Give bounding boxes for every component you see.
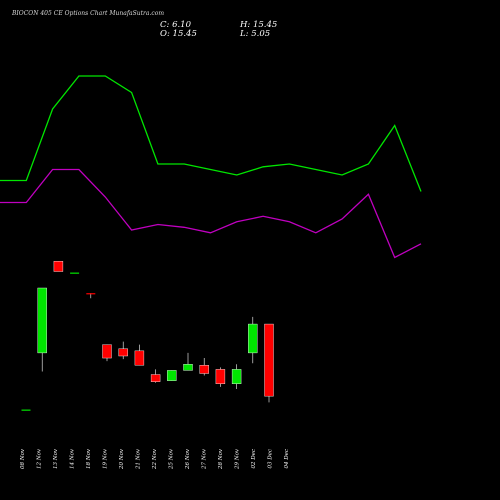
low-value: L: 5.05 [239, 29, 270, 39]
candle-body [118, 348, 128, 357]
candle-body [215, 369, 226, 385]
x-tick-label: 22 Nov [152, 448, 158, 470]
open-value: O: 15.45 [160, 29, 197, 39]
candle [102, 344, 112, 362]
x-tick-label: 27 Nov [202, 448, 208, 470]
candle-body [21, 409, 31, 411]
candle-body [231, 369, 242, 385]
candle [231, 364, 242, 389]
x-tick-label: 08 Nov [20, 448, 26, 469]
x-tick-label: 28 Nov [218, 448, 224, 470]
x-tick-label: 18 Nov [86, 448, 92, 469]
chart-title: BIOCON 405 CE Options Chart MunafaSutra.… [11, 10, 164, 17]
candlesticks [21, 261, 274, 411]
candle [215, 367, 226, 387]
candle-body [183, 364, 193, 371]
candle-body [199, 365, 209, 374]
candle [167, 370, 177, 381]
candle [37, 287, 47, 372]
close-value: C: 6.10 [160, 20, 192, 30]
candle-body [86, 293, 96, 295]
candle [199, 358, 209, 376]
candle [70, 272, 80, 274]
candle-body [167, 370, 177, 381]
x-tick-label: 19 Nov [103, 448, 109, 469]
candle [86, 293, 96, 299]
candle [183, 352, 193, 371]
x-tick-label: 13 Nov [53, 448, 59, 469]
x-tick-label: 21 Nov [136, 448, 142, 470]
x-tick-label: 12 Nov [37, 448, 43, 469]
high-value: H: 15.45 [239, 20, 277, 30]
candle [53, 261, 64, 272]
candle-body [264, 323, 274, 397]
candle [248, 316, 258, 364]
x-tick-label: 25 Nov [169, 448, 175, 470]
candle [21, 409, 31, 411]
x-axis-labels: 08 Nov 12 Nov 13 Nov 14 Nov 18 Nov 19 Nov 20 N… [20, 448, 290, 470]
candle-body [102, 344, 112, 359]
x-tick-label: 26 Nov [185, 448, 191, 470]
x-tick-label: 03 Dec [268, 449, 274, 469]
candle [150, 369, 161, 383]
x-tick-label: 29 Nov [235, 448, 241, 470]
upper-band-line [0, 75, 422, 192]
lower-band-line [0, 168, 422, 259]
band-lines [0, 75, 422, 259]
candle-body [53, 261, 64, 272]
candle [264, 323, 274, 403]
candle [118, 341, 128, 360]
x-tick-label: 14 Nov [70, 448, 76, 469]
candle-body [134, 350, 145, 366]
x-tick-label: 04 Dec [284, 449, 290, 469]
x-tick-label: 02 Dec [251, 449, 257, 469]
candle-body [70, 272, 80, 274]
candle-body [37, 287, 47, 354]
candle-body [248, 323, 258, 354]
x-tick-label: 20 Nov [119, 448, 125, 470]
candle [134, 344, 145, 366]
candle-body [150, 374, 161, 382]
